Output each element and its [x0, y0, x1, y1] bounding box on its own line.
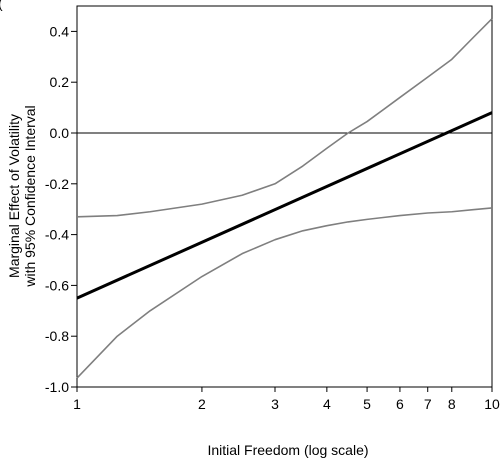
x-axis-title: Initial Freedom (log scale) — [207, 442, 368, 458]
series-layer — [76, 18, 493, 379]
y-tick-label: -0.4 — [45, 227, 69, 243]
y-axis-title-line-2: with 95% Confidence Interval — [22, 105, 38, 287]
x-tick-label: 8 — [448, 396, 456, 412]
x-tick-label: 1 — [73, 396, 81, 412]
x-tick-label: 4 — [323, 396, 331, 412]
plot-frame — [76, 5, 493, 388]
y-axis-title-line-1: Marginal Effect of Volatility — [6, 114, 22, 278]
x-tick-label: 2 — [198, 396, 206, 412]
x-tick-label: 5 — [363, 396, 371, 412]
y-tick-label: -0.8 — [45, 328, 69, 344]
lower-bound-line — [76, 207, 493, 379]
y-tick-label: 0.2 — [50, 74, 70, 90]
x-tick-label: 10 — [484, 396, 500, 412]
x-tick-label: 6 — [396, 396, 404, 412]
estimate-line — [76, 111, 493, 300]
y-tick-label: 0.4 — [50, 23, 70, 39]
upper-bound-line — [76, 18, 493, 218]
y-axis-title: Marginal Effect of Volatility with 95% C… — [6, 105, 38, 287]
y-tick-label: -0.2 — [45, 176, 69, 192]
y-tick-label: -1.0 — [45, 379, 69, 395]
x-axis: 1 2 3 4 5 6 7 8 10 — [73, 387, 500, 412]
plot-area: 0.4 0.2 0.0 -0.2 -0.4 -0.6 -0.8 -1.0 1 2 3 4 5 6 7 8 10 — [45, 5, 500, 412]
y-tick-label: 0.0 — [50, 125, 70, 141]
x-tick-label: 3 — [271, 396, 279, 412]
y-axis: 0.4 0.2 0.0 -0.2 -0.4 -0.6 -0.8 -1.0 — [45, 23, 77, 395]
clipped-title-fragment: ( — [0, 0, 3, 11]
y-tick-label: -0.6 — [45, 277, 69, 293]
x-tick-label: 7 — [424, 396, 432, 412]
